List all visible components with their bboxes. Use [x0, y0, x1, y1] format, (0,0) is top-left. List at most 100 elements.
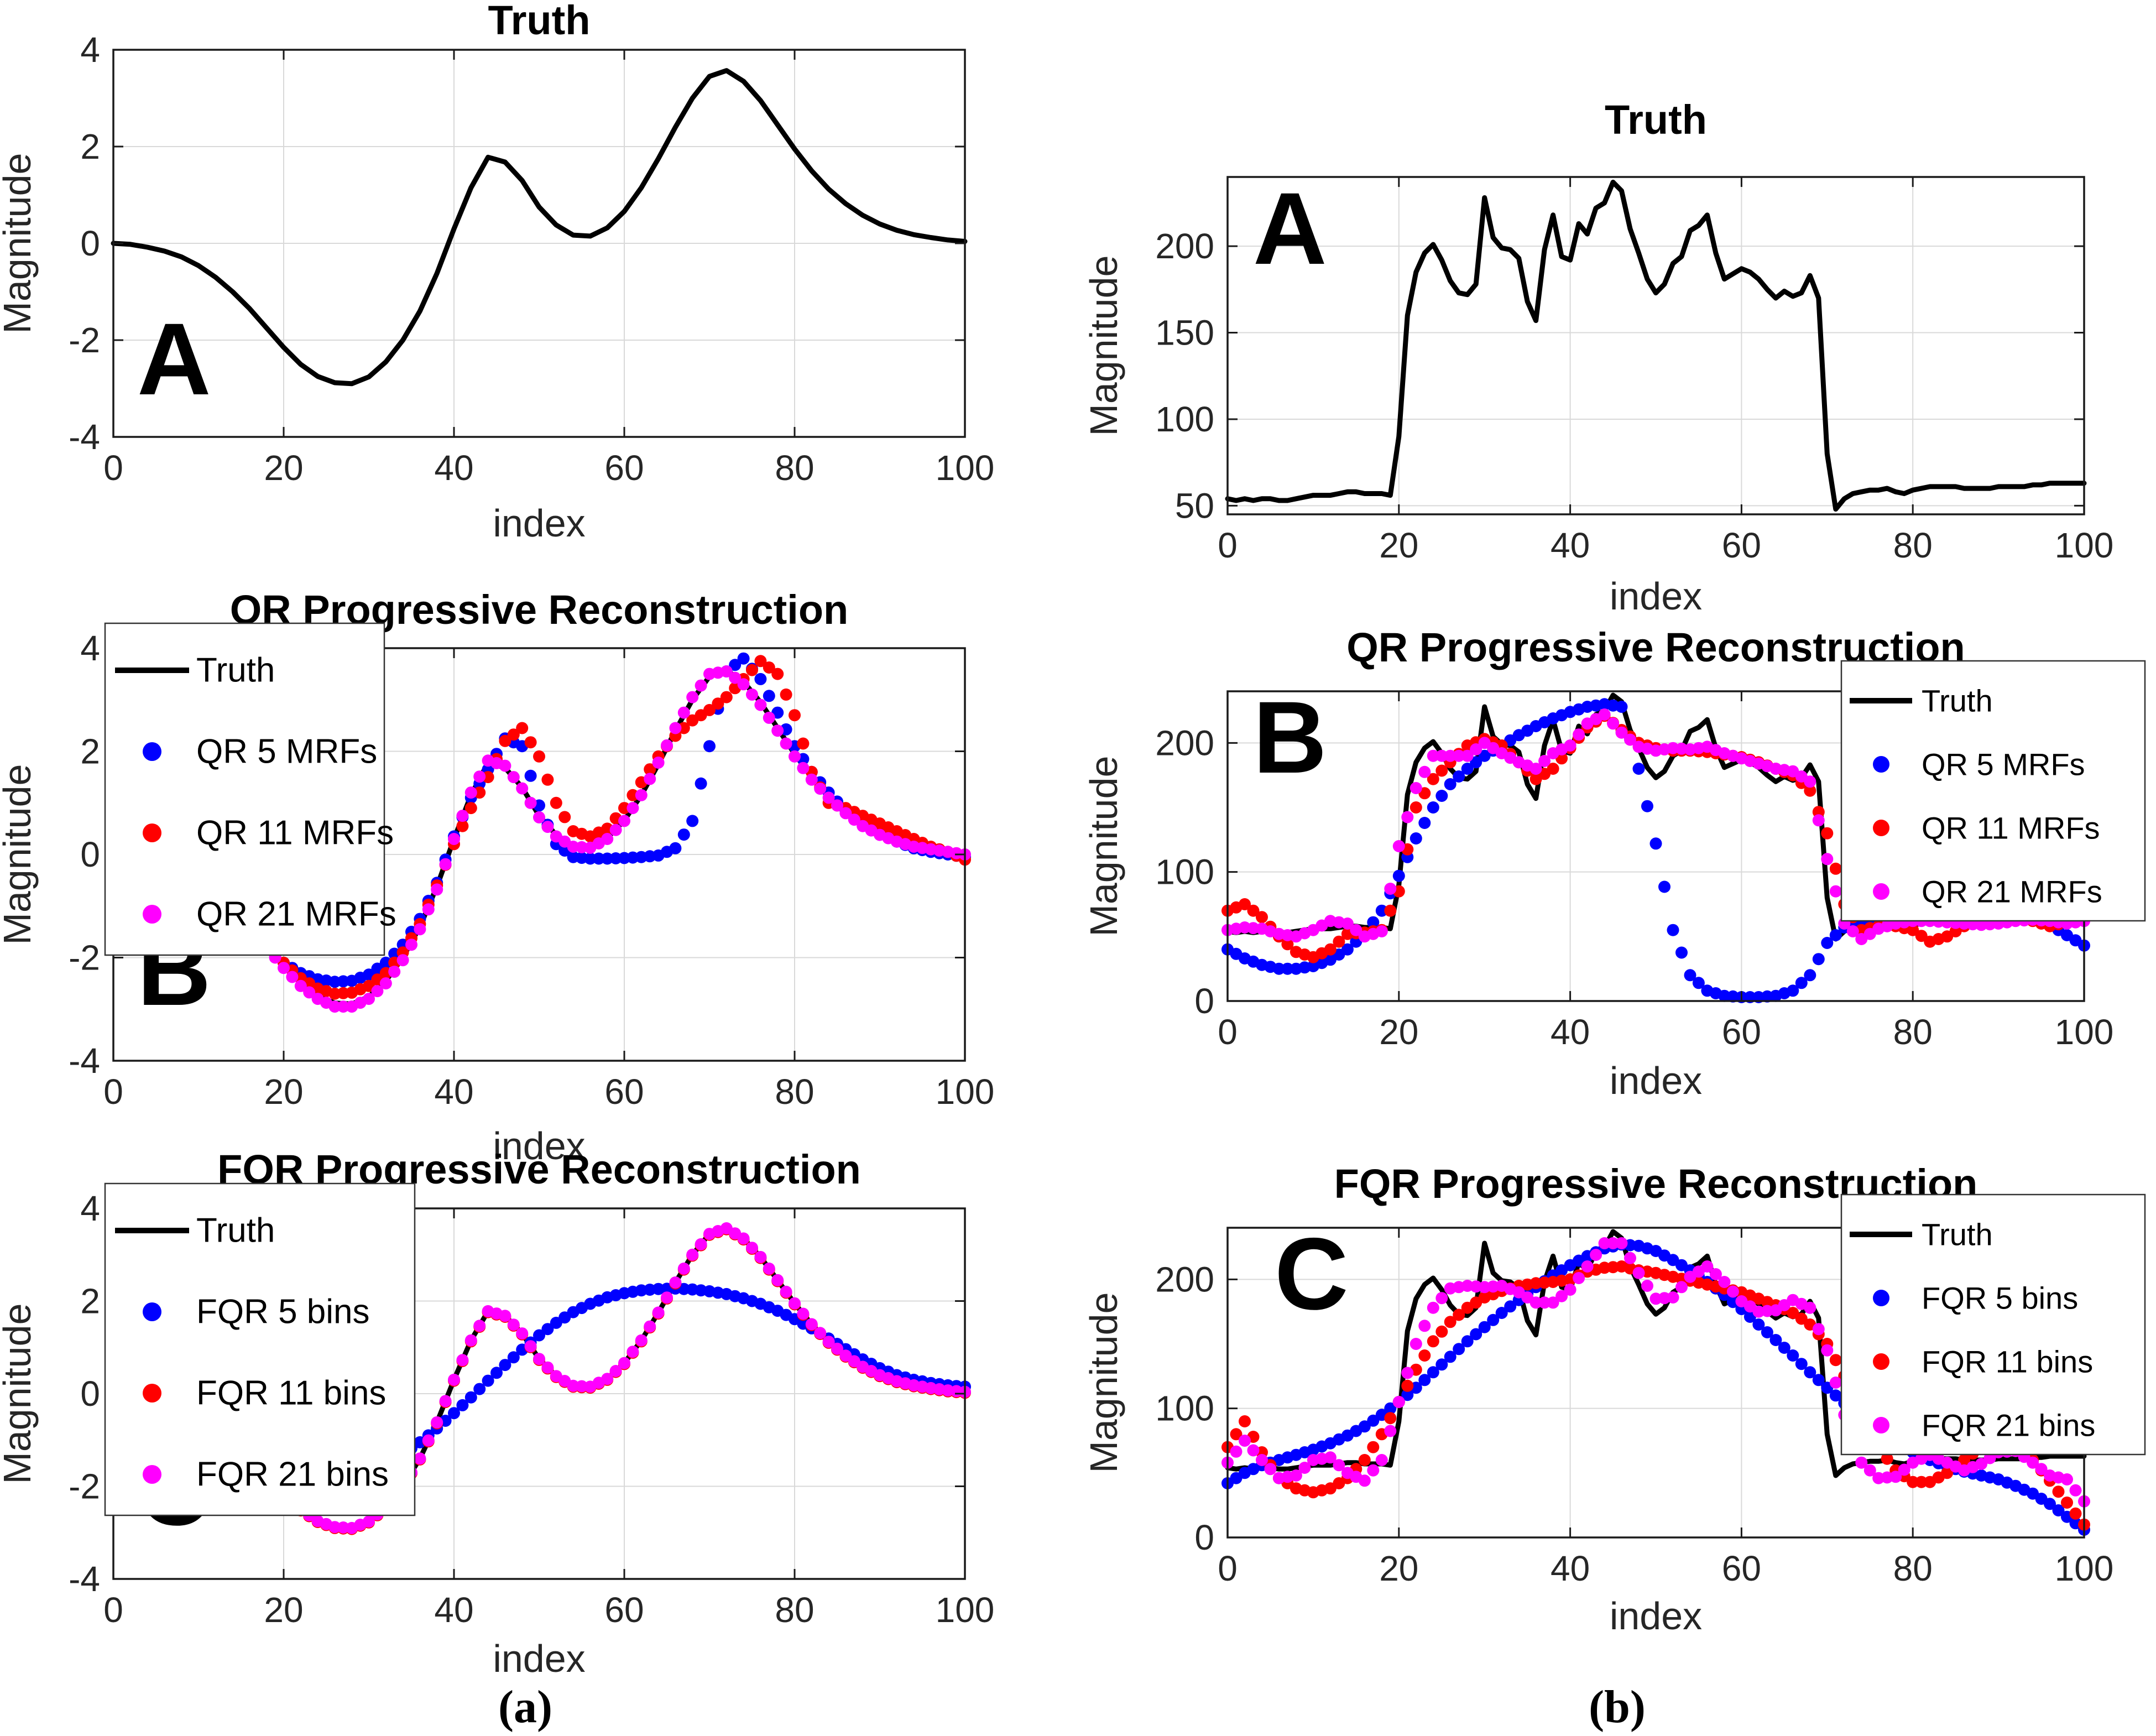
legend-label: QR 21 MRFs: [1922, 874, 2102, 909]
x-tick-label: 80: [1893, 1012, 1933, 1052]
data-point: [1915, 1476, 1928, 1488]
data-point: [1915, 930, 1928, 942]
data-point: [1375, 904, 1388, 917]
legend-label: FQR 5 bins: [196, 1293, 370, 1331]
data-point: [1538, 1296, 1551, 1309]
data-point: [533, 811, 545, 823]
y-tick-label: 0: [1194, 981, 1214, 1021]
y-tick-label: 2: [80, 732, 100, 771]
data-point: [1907, 1476, 1919, 1488]
data-point: [1453, 770, 1465, 783]
data-point: [1435, 1325, 1448, 1338]
data-point: [746, 664, 758, 676]
legend-dot-icon: [1873, 883, 1889, 900]
data-point: [661, 739, 673, 752]
legend: Truth QR 5 MRFs QR 11 MRFs QR 21 MRFs: [104, 622, 396, 956]
data-point: [1392, 1396, 1405, 1408]
data-point: [1470, 756, 1482, 769]
y-axis-label: Magnitude: [1082, 256, 1125, 436]
y-tick-label: 4: [80, 628, 100, 668]
data-point: [1761, 1326, 1773, 1338]
data-point: [499, 1359, 511, 1372]
data-point: [1881, 1452, 1893, 1465]
legend-label: QR 11 MRFs: [196, 814, 394, 852]
data-point: [720, 691, 733, 703]
data-point: [507, 1318, 520, 1331]
data-point: [1384, 1402, 1397, 1415]
y-tick-label: -2: [69, 938, 100, 978]
data-point: [601, 833, 614, 845]
x-tick-label: 100: [936, 448, 995, 488]
x-tick-label: 100: [936, 1590, 995, 1630]
x-tick-label: 40: [434, 448, 473, 488]
data-point: [686, 815, 699, 827]
x-tick-label: 40: [1551, 1012, 1590, 1052]
legend-label: FQR 5 bins: [1922, 1281, 2078, 1316]
caption-a: (a): [498, 1681, 552, 1733]
data-point: [396, 954, 409, 967]
data-point: [1230, 1445, 1243, 1458]
data-point: [1641, 800, 1653, 812]
legend-dot-icon: [143, 823, 161, 842]
y-tick-label: 2: [80, 1281, 100, 1321]
data-point: [814, 1327, 827, 1339]
legend-item: QR 21 MRFs: [1873, 874, 2102, 909]
data-point: [541, 821, 554, 833]
data-point: [1230, 1428, 1243, 1441]
data-point: [1410, 832, 1422, 844]
x-tick-label: 0: [103, 448, 123, 488]
data-point: [1281, 938, 1294, 951]
data-point: [1624, 1252, 1636, 1264]
y-tick-label: 200: [1155, 1259, 1214, 1299]
legend-label: Truth: [196, 651, 275, 690]
x-tick-label: 40: [434, 1590, 473, 1630]
legend: Truth FQR 5 bins FQR 11 bins FQR 21 bins: [1840, 1193, 2146, 1456]
legend-item: FQR 21 bins: [143, 1456, 389, 1494]
data-point: [737, 1232, 750, 1245]
panel-letter: C: [1275, 1217, 1349, 1331]
data-point: [1718, 1276, 1731, 1288]
legend-dot-icon: [1873, 820, 1889, 836]
data-point: [524, 796, 537, 809]
y-axis-label: Magnitude: [0, 1304, 39, 1484]
data-point: [1375, 925, 1388, 937]
data-point: [1804, 1366, 1816, 1379]
legend-dot-icon: [1873, 1353, 1889, 1370]
data-point: [516, 1327, 529, 1340]
data-point: [1812, 806, 1825, 819]
data-point: [1607, 717, 1620, 730]
data-point: [763, 1262, 775, 1275]
data-point: [1804, 784, 1816, 797]
x-tick-label: 60: [1722, 1549, 1761, 1588]
legend: Truth FQR 5 bins FQR 11 bins FQR 21 bins: [104, 1182, 416, 1516]
data-point: [1752, 1318, 1765, 1331]
data-point: [1795, 1358, 1808, 1370]
data-point: [507, 1351, 520, 1364]
legend-label: FQR 11 bins: [1922, 1344, 2093, 1379]
data-point: [1418, 1320, 1431, 1332]
legend-item: FQR 5 bins: [143, 1293, 370, 1331]
data-point: [1392, 840, 1405, 852]
data-point: [524, 736, 537, 749]
x-tick-label: 80: [775, 1590, 814, 1630]
data-point: [448, 1373, 460, 1386]
data-point: [1435, 1292, 1448, 1305]
y-tick-label: 100: [1155, 852, 1214, 892]
data-point: [1239, 898, 1251, 910]
data-point: [1564, 1284, 1576, 1296]
x-tick-label: 0: [103, 1590, 123, 1630]
y-axis-label: Magnitude: [1082, 1292, 1125, 1473]
legend-label: FQR 21 bins: [196, 1456, 389, 1494]
data-point: [1829, 1354, 1842, 1367]
x-tick-label: 80: [1893, 525, 1933, 565]
legend-item: Truth: [1850, 684, 1993, 718]
data-point: [448, 1407, 460, 1420]
legend-item: Truth: [1850, 1217, 1993, 1252]
data-point: [1367, 916, 1380, 929]
data-point: [618, 1357, 630, 1369]
data-point: [1358, 1474, 1371, 1487]
x-tick-label: 40: [1551, 1549, 1590, 1588]
data-point: [1418, 817, 1431, 829]
y-tick-label: 100: [1155, 399, 1214, 439]
